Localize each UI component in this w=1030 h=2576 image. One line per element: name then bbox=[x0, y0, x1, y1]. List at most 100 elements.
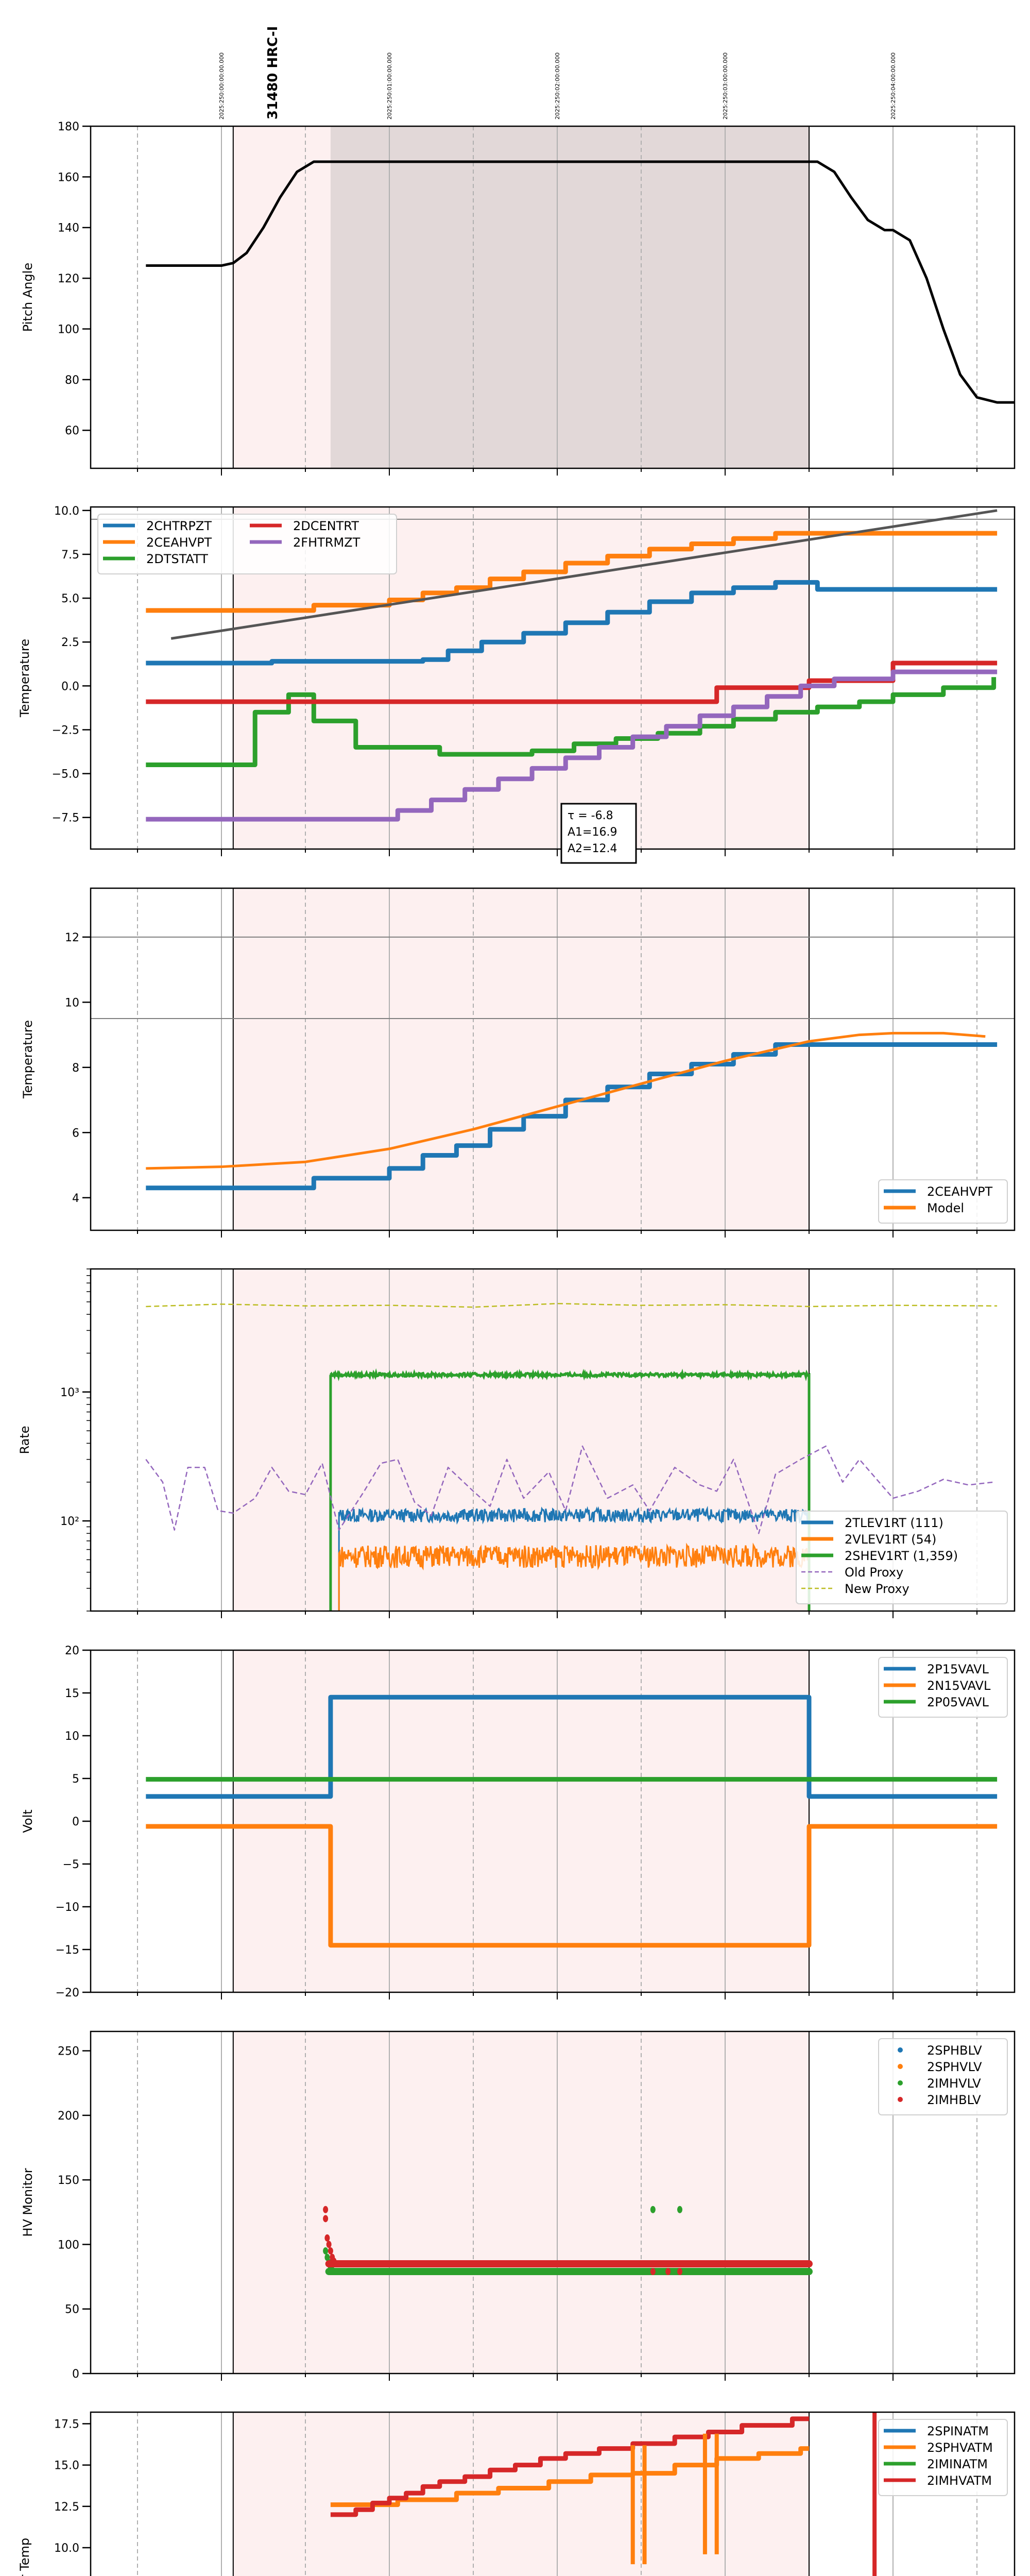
legend: 2SPINATM 2SPHVATM 2IMINATM 2IMHVATM bbox=[878, 2419, 1008, 2496]
y-axis-label: Detector Temp bbox=[18, 2538, 32, 2576]
series-old-proxy bbox=[145, 1445, 994, 1534]
series-2p15vavl bbox=[146, 1694, 998, 1799]
axes-frame bbox=[90, 1268, 1016, 1612]
plot-area bbox=[146, 509, 998, 822]
series-model-fit bbox=[170, 509, 998, 640]
annotation-line: A2=12.4 bbox=[568, 842, 617, 855]
legend-label: 2IMHBLV bbox=[927, 2093, 981, 2107]
y-tick-label: 80 bbox=[65, 374, 79, 387]
axes-frame bbox=[90, 2030, 1016, 2375]
annotation-box bbox=[560, 803, 637, 864]
y-axis-label: Rate bbox=[18, 1426, 32, 1454]
legend-label: 2SHEV1RT (1,359) bbox=[845, 1549, 958, 1563]
observation-label: 31480 HRC-I bbox=[265, 26, 281, 120]
series-2SHEV1RT (1,359) bbox=[329, 1368, 811, 1611]
y-tick-label: 6 bbox=[72, 1127, 79, 1140]
y-tick-label: 20 bbox=[65, 1645, 79, 1657]
y-tick-label: 50 bbox=[65, 2303, 79, 2316]
y-tick-label: 7.5 bbox=[61, 549, 79, 562]
scatter-point bbox=[330, 2266, 335, 2274]
legend-label: 2IMHVLV bbox=[927, 2076, 981, 2091]
legend: 2P15VAVL 2N15VAVL 2P05VAVL bbox=[878, 1657, 1008, 1718]
y-tick-label: 100 bbox=[58, 323, 79, 336]
y-tick-label: 10 bbox=[65, 1730, 79, 1743]
scatter-point bbox=[323, 2215, 329, 2223]
legend: 2SPHBLV 2SPHVLV 2IMHVLV 2IMHBLV bbox=[878, 2038, 1008, 2115]
panel-pitch: 60 80 100 120 140 160 180 Pitch Angle bbox=[21, 121, 1016, 476]
y-tick-label: −20 bbox=[56, 1987, 79, 1999]
legend-label: 2FHTRMZT bbox=[293, 535, 360, 550]
scatter-point bbox=[323, 2206, 329, 2213]
plot-area bbox=[146, 160, 1015, 404]
pitch-window-shade bbox=[330, 126, 809, 468]
legend: 2CEAHVPT Model bbox=[878, 1179, 1008, 1224]
legend: 2CHTRPZT 2CEAHVPT 2DTSTATT 2DCENTRT 2FHTRMZT bbox=[97, 514, 397, 574]
top-time-label: 2025:250:00:00:00.000 bbox=[218, 53, 225, 120]
legend-label: 2SPHVATM bbox=[927, 2441, 993, 2455]
scatter-point bbox=[324, 2234, 330, 2242]
series-2chtrpzt bbox=[146, 580, 998, 666]
y-tick-label: 150 bbox=[58, 2174, 79, 2187]
scatter-point bbox=[326, 2241, 332, 2248]
fit-annotation: τ = -6.8 A1=16.9 A2=12.4 bbox=[560, 803, 637, 864]
y-tick-label: 0 bbox=[72, 1816, 79, 1828]
series-2ceahvpt bbox=[146, 531, 998, 613]
y-tick-label: −5 bbox=[63, 1858, 79, 1871]
scatter-point bbox=[323, 2247, 329, 2255]
legend-marker bbox=[898, 2097, 903, 2102]
series-2dtstatt bbox=[146, 677, 997, 768]
series-2VLEV1RT (54) bbox=[338, 1543, 810, 1611]
series-pitch bbox=[146, 160, 1015, 404]
legend-label: 2IMHVATM bbox=[927, 2473, 992, 2488]
panel-det: 0.02.55.07.510.012.515.017.5Detector Tem… bbox=[18, 2411, 1016, 2576]
y-tick-label: 100 bbox=[58, 2239, 79, 2251]
y-tick-label: 15.0 bbox=[54, 2460, 79, 2472]
legend: 2TLEV1RT (111) 2VLEV1RT (54) 2SHEV1RT (1,3… bbox=[796, 1511, 1008, 1604]
series-2fhtrmzt bbox=[146, 669, 998, 822]
top-time-label: 2025:250:04:00:00.000 bbox=[890, 53, 897, 120]
observation-window-shade bbox=[233, 1650, 809, 1992]
legend-marker bbox=[898, 2080, 903, 2086]
y-tick-label: 10 bbox=[65, 996, 79, 1009]
y-tick-label: −7.5 bbox=[52, 812, 79, 825]
y-axis-label: Volt bbox=[21, 1809, 35, 1833]
legend-label: 2P15VAVL bbox=[927, 1662, 989, 1676]
legend-label: 2CEAHVPT bbox=[146, 535, 212, 550]
y-tick-label: 10.0 bbox=[54, 505, 79, 518]
y-tick-label: 250 bbox=[58, 2045, 79, 2058]
top-time-label: 2025:250:02:00:00.000 bbox=[554, 53, 561, 120]
axes-frame bbox=[90, 506, 1016, 850]
scatter-point bbox=[677, 2268, 682, 2276]
plot-area bbox=[146, 1031, 998, 1191]
legend-label: 2TLEV1RT (111) bbox=[845, 1516, 943, 1530]
y-tick-label: 10.0 bbox=[54, 2542, 79, 2555]
y-tick-label: 0.0 bbox=[61, 680, 79, 693]
axes-frame bbox=[90, 125, 1016, 469]
y-tick-label: 140 bbox=[58, 222, 79, 235]
top-time-labels: 2025:250:00:00:00.000 2025:250:01:00:00.0… bbox=[218, 53, 897, 120]
y-axis-label: HV Monitor bbox=[21, 2168, 35, 2236]
y-tick-label: 8 bbox=[72, 1062, 79, 1075]
observation-window-shade bbox=[233, 888, 809, 1230]
scatter-point bbox=[650, 2206, 656, 2213]
legend-label: 2P05VAVL bbox=[927, 1695, 989, 1709]
plot-area bbox=[323, 2206, 813, 2276]
scatter-point bbox=[328, 2247, 333, 2255]
legend-label: 2CEAHVPT bbox=[927, 1184, 993, 1199]
legend-box bbox=[97, 514, 397, 574]
y-tick-label: 10³ bbox=[60, 1386, 79, 1399]
series-2imhvatm bbox=[330, 2416, 809, 2517]
y-tick-label: −15 bbox=[56, 1944, 79, 1957]
panel-model: 4 6 8 10 12 Temperature 2CEAHVPT Model bbox=[21, 887, 1016, 1238]
panel-rate: 10² 10³ Rate 2TLEV1RT (111) 2VLEV1RT (54) 2SH… bbox=[18, 1268, 1016, 1618]
plot-area bbox=[145, 1302, 998, 1611]
y-axis-label: Pitch Angle bbox=[21, 263, 35, 332]
y-tick-label: 2.5 bbox=[61, 636, 79, 649]
y-axis-label: Temperature bbox=[21, 1020, 35, 1099]
plot-area bbox=[146, 1694, 998, 1948]
legend-label: 2SPHVLV bbox=[927, 2060, 982, 2074]
y-tick-label: 5 bbox=[72, 1773, 79, 1786]
axes-frame bbox=[90, 2411, 1016, 2576]
